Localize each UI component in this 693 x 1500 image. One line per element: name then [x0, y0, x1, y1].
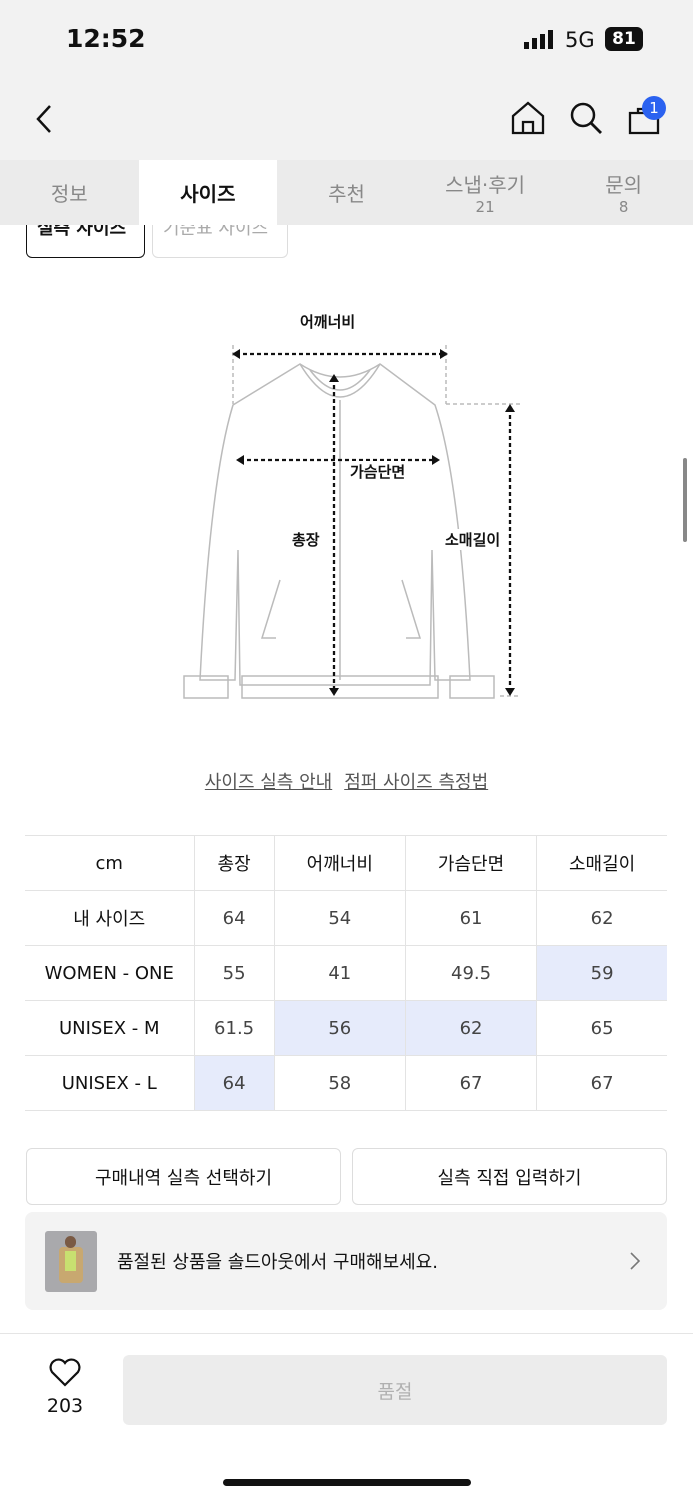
tab-reviews[interactable]: 스냅·후기 21	[416, 160, 555, 225]
tab-label: 문의	[605, 173, 643, 197]
tab-count: 21	[475, 198, 495, 216]
jacket-diagram	[183, 345, 520, 699]
label-sleeve: 소매길이	[445, 529, 501, 550]
table-cell: 41	[273, 945, 406, 1001]
tab-label: 스냅·후기	[445, 173, 526, 197]
column-header: 어깨너비	[273, 835, 406, 891]
label-chest: 가슴단면	[350, 461, 406, 482]
soldout-button[interactable]: 품절	[123, 1355, 667, 1425]
table-cell: 67	[404, 1055, 537, 1111]
size-links: 사이즈 실측 안내 점퍼 사이즈 측정법	[0, 768, 693, 794]
purchase-history-button[interactable]: 구매내역 실측 선택하기	[26, 1148, 341, 1205]
table-cell: 56	[273, 1000, 406, 1056]
row-label: UNISEX - L	[25, 1055, 194, 1111]
back-icon[interactable]	[34, 104, 56, 134]
tab-label: 추천	[328, 182, 365, 206]
row-label: WOMEN - ONE	[25, 945, 194, 1001]
network-label: 5G	[565, 28, 595, 52]
table-cell: 64	[193, 890, 275, 946]
table-cell: 62	[404, 1000, 537, 1056]
label-length: 총장	[292, 531, 320, 549]
table-row: 내 사이즈 64 54 61 62	[25, 890, 667, 946]
label-shoulder: 어깨너비	[300, 313, 356, 331]
tab-recommend[interactable]: 추천	[277, 160, 416, 225]
search-icon[interactable]	[568, 100, 604, 136]
chevron-right-icon	[630, 1252, 641, 1270]
table-cell: 64	[193, 1055, 275, 1111]
banner-text: 품절된 상품을 솔드아웃에서 구매해보세요.	[117, 1252, 438, 1273]
row-label: 내 사이즈	[25, 890, 194, 946]
like-count: 203	[46, 1395, 84, 1417]
soldout-banner[interactable]: 품절된 상품을 솔드아웃에서 구매해보세요.	[25, 1212, 667, 1310]
table-header-row: cm 총장 어깨너비 가슴단면 소매길이	[25, 835, 667, 891]
table-cell: 67	[536, 1055, 667, 1111]
battery-icon: 81	[605, 27, 643, 51]
table-row: UNISEX - L 64 58 67 67	[25, 1055, 667, 1111]
table-row: UNISEX - M 61.5 56 62 65	[25, 1000, 667, 1056]
column-header: 총장	[193, 835, 275, 891]
heart-icon[interactable]	[48, 1358, 82, 1388]
row-label: UNISEX - M	[25, 1000, 194, 1056]
table-cell: 55	[193, 945, 275, 1001]
size-table: cm 총장 어깨너비 가슴단면 소매길이 내 사이즈 64 54 61 62 WOMEN - ONE…	[25, 835, 667, 1111]
table-cell: 65	[536, 1000, 667, 1056]
measure-method-link[interactable]: 점퍼 사이즈 측정법	[344, 772, 489, 793]
column-header: 소매길이	[536, 835, 667, 891]
product-thumbnail	[45, 1230, 97, 1292]
subtab-standard-size[interactable]: 기준표 사이즈	[152, 225, 288, 258]
table-cell: 54	[273, 890, 406, 946]
direct-input-button[interactable]: 실측 직접 입력하기	[352, 1148, 667, 1205]
table-cell: 58	[273, 1055, 406, 1111]
status-bar	[0, 0, 693, 160]
table-row: WOMEN - ONE 55 41 49.5 59	[25, 945, 667, 1001]
column-header: cm	[25, 835, 194, 891]
tab-label: 정보	[50, 182, 88, 206]
subtab-actual-size[interactable]: 실측 사이즈	[26, 225, 145, 258]
size-guide-link[interactable]: 사이즈 실측 안내	[204, 772, 333, 793]
scrollbar[interactable]	[683, 458, 687, 542]
tab-label: 사이즈	[180, 182, 236, 206]
table-cell: 61	[404, 890, 537, 946]
table-cell: 61.5	[193, 1000, 275, 1056]
home-indicator	[223, 1479, 471, 1486]
table-cell: 62	[536, 890, 667, 946]
tab-size[interactable]: 사이즈	[138, 160, 278, 225]
table-cell: 59	[536, 945, 667, 1001]
column-header: 가슴단면	[404, 835, 537, 891]
table-cell: 49.5	[404, 945, 537, 1001]
tab-bar: 정보 사이즈 추천 스냅·후기 21 문의 8	[0, 160, 693, 225]
cart-badge: 1	[642, 96, 666, 120]
clock: 12:52	[66, 24, 146, 53]
signal-icon	[524, 30, 553, 49]
tab-qna[interactable]: 문의 8	[554, 160, 693, 225]
tab-count: 8	[618, 198, 629, 216]
tab-info[interactable]: 정보	[0, 160, 139, 225]
home-icon[interactable]	[510, 100, 546, 136]
